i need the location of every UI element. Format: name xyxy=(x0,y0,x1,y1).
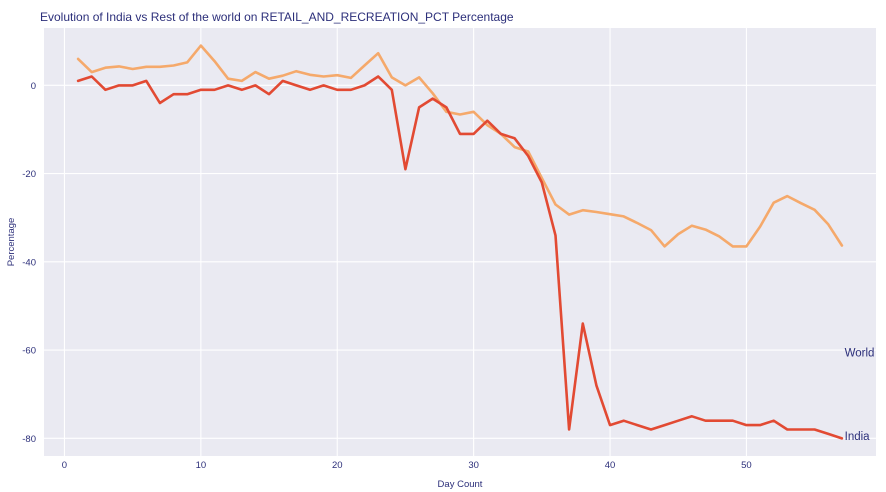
tick-labels: 0 10 20 30 40 50 0 -20 -40 -60 -80 xyxy=(22,81,751,471)
plot-background xyxy=(44,28,876,456)
grid-lines xyxy=(44,28,876,456)
y-axis-label: Percentage xyxy=(6,218,17,267)
y-tick-label: -20 xyxy=(22,169,36,180)
series-line-world xyxy=(76,44,844,248)
y-tick-label: -40 xyxy=(22,257,36,268)
series-layer xyxy=(76,44,844,440)
series-annotations: World India xyxy=(845,347,875,443)
x-tick-label: 30 xyxy=(468,460,479,471)
x-tick-label: 0 xyxy=(62,460,67,471)
y-tick-label: -60 xyxy=(22,346,36,357)
x-tick-label: 10 xyxy=(196,460,207,471)
chart-title: Evolution of India vs Rest of the world … xyxy=(40,10,514,24)
y-tick-label: -80 xyxy=(22,434,36,445)
series-label-world: World xyxy=(845,347,875,359)
series-label-india: India xyxy=(845,431,871,443)
y-tick-label: 0 xyxy=(31,81,36,92)
x-tick-label: 40 xyxy=(605,460,616,471)
x-axis-label: Day Count xyxy=(438,479,483,490)
series-line-india xyxy=(76,75,844,440)
x-tick-label: 20 xyxy=(332,460,343,471)
x-tick-label: 50 xyxy=(741,460,752,471)
